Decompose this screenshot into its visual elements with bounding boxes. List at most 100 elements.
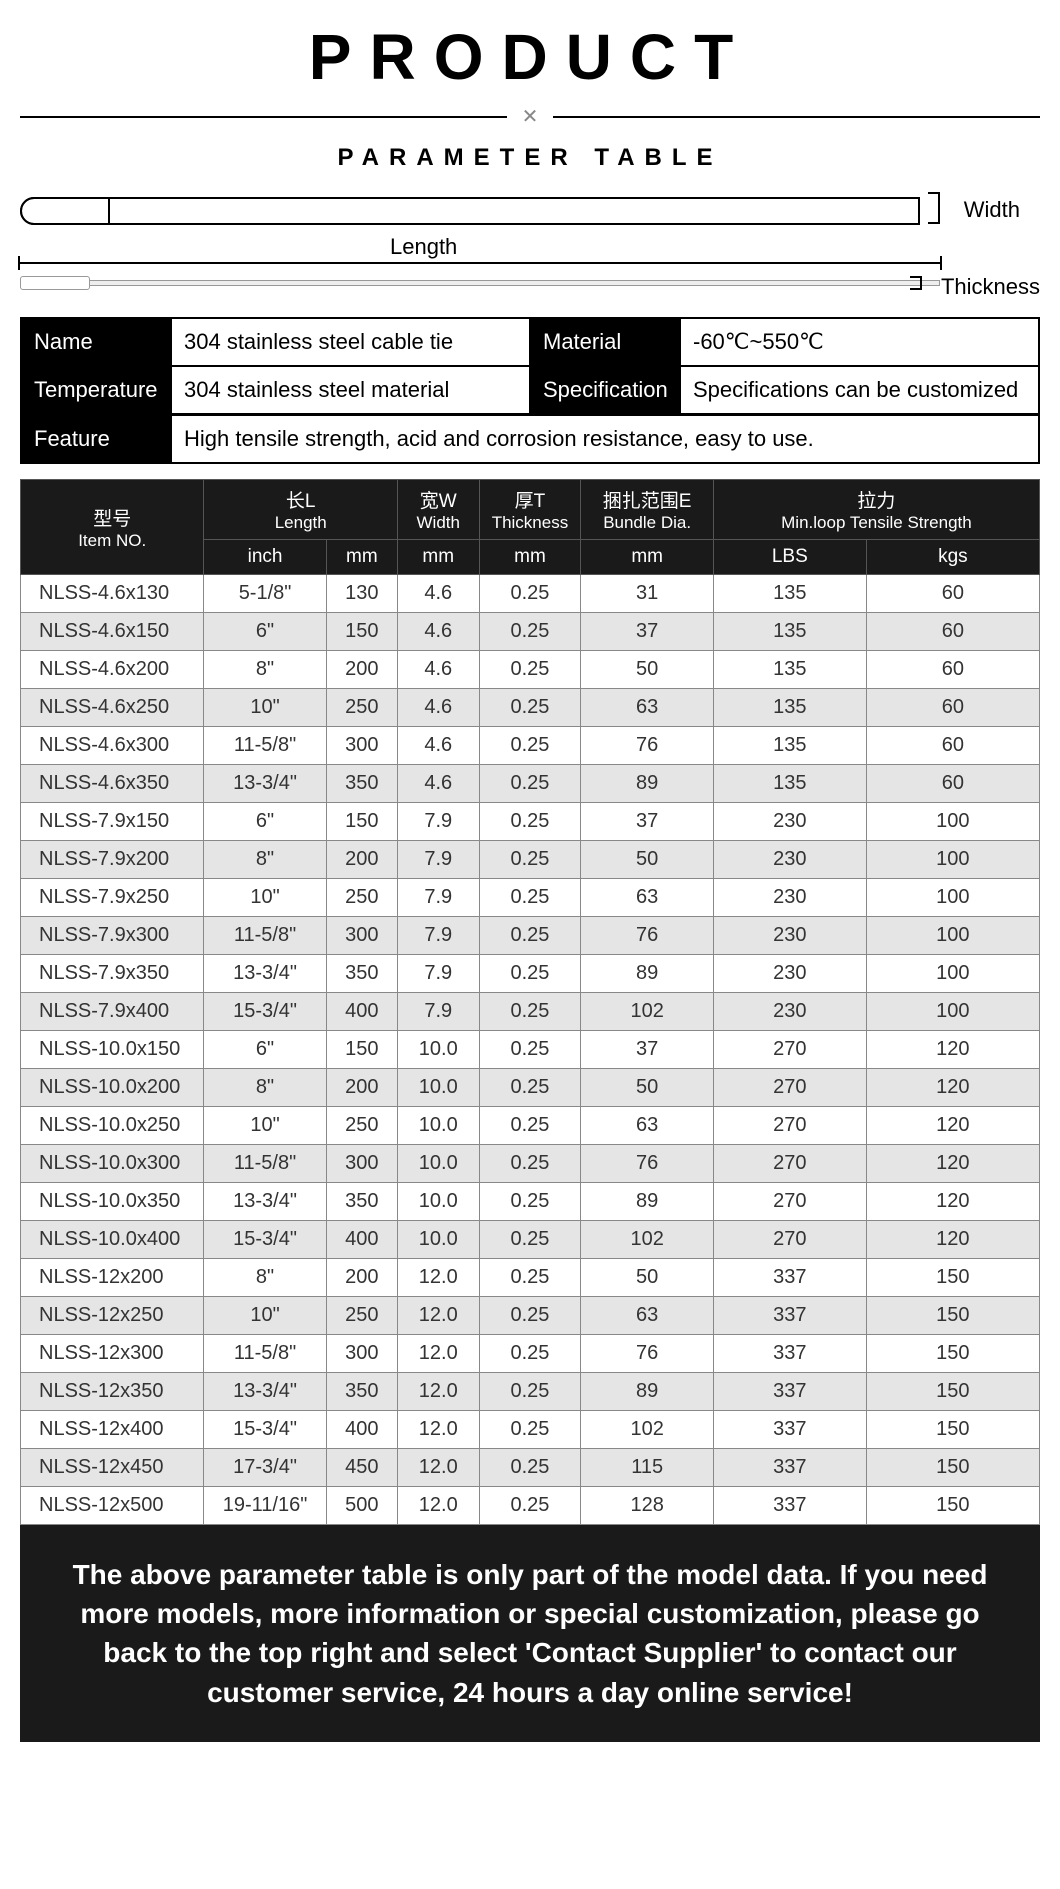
table-cell: 337 <box>713 1373 866 1411</box>
table-cell: NLSS-7.9x200 <box>21 841 204 879</box>
name-label: Name <box>21 318 171 366</box>
table-cell: 0.25 <box>479 917 581 955</box>
table-cell: 150 <box>866 1411 1039 1449</box>
table-cell: 11-5/8" <box>204 1335 326 1373</box>
table-cell: 230 <box>713 955 866 993</box>
table-cell: 15-3/4" <box>204 993 326 1031</box>
table-cell: 100 <box>866 879 1039 917</box>
table-cell: 0.25 <box>479 727 581 765</box>
table-cell: 76 <box>581 1145 713 1183</box>
table-cell: 60 <box>866 689 1039 727</box>
table-cell: 76 <box>581 1335 713 1373</box>
table-cell: 0.25 <box>479 993 581 1031</box>
unit-mm-t: mm <box>479 540 581 575</box>
table-cell: 115 <box>581 1449 713 1487</box>
table-cell: 128 <box>581 1487 713 1525</box>
table-row: NLSS-4.6x30011-5/8"3004.60.257613560 <box>21 727 1040 765</box>
table-cell: 300 <box>326 917 397 955</box>
material-label: Material <box>530 318 680 366</box>
table-row: NLSS-4.6x35013-3/4"3504.60.258913560 <box>21 765 1040 803</box>
table-cell: 8" <box>204 1069 326 1107</box>
table-cell: 135 <box>713 651 866 689</box>
table-cell: 337 <box>713 1487 866 1525</box>
table-cell: 63 <box>581 1297 713 1335</box>
table-cell: 10" <box>204 1107 326 1145</box>
table-row: NLSS-4.6x1305-1/8"1304.60.253113560 <box>21 575 1040 613</box>
table-cell: 19-11/16" <box>204 1487 326 1525</box>
table-cell: 120 <box>866 1031 1039 1069</box>
unit-inch: inch <box>204 540 326 575</box>
table-cell: 230 <box>713 917 866 955</box>
table-cell: 89 <box>581 955 713 993</box>
table-cell: 0.25 <box>479 651 581 689</box>
col-thickness: 厚TThickness <box>479 480 581 540</box>
table-cell: 12.0 <box>398 1449 480 1487</box>
table-row: NLSS-4.6x2008"2004.60.255013560 <box>21 651 1040 689</box>
table-cell: 13-3/4" <box>204 1183 326 1221</box>
table-cell: 89 <box>581 765 713 803</box>
table-cell: 13-3/4" <box>204 955 326 993</box>
table-cell: 350 <box>326 955 397 993</box>
table-cell: 0.25 <box>479 1031 581 1069</box>
table-cell: 120 <box>866 1145 1039 1183</box>
table-cell: 60 <box>866 765 1039 803</box>
table-cell: 60 <box>866 575 1039 613</box>
table-cell: 10.0 <box>398 1031 480 1069</box>
table-cell: 60 <box>866 651 1039 689</box>
table-cell: 11-5/8" <box>204 727 326 765</box>
table-cell: 50 <box>581 651 713 689</box>
table-row: NLSS-7.9x30011-5/8"3007.90.2576230100 <box>21 917 1040 955</box>
table-cell: NLSS-7.9x300 <box>21 917 204 955</box>
table-cell: 400 <box>326 1221 397 1259</box>
table-cell: 135 <box>713 575 866 613</box>
table-row: NLSS-12x2008"20012.00.2550337150 <box>21 1259 1040 1297</box>
table-cell: 350 <box>326 1183 397 1221</box>
table-cell: 10" <box>204 1297 326 1335</box>
table-cell: 10.0 <box>398 1145 480 1183</box>
table-cell: NLSS-4.6x350 <box>21 765 204 803</box>
table-cell: 350 <box>326 765 397 803</box>
table-cell: 100 <box>866 841 1039 879</box>
table-cell: NLSS-4.6x250 <box>21 689 204 727</box>
table-cell: 150 <box>866 1373 1039 1411</box>
table-cell: 12.0 <box>398 1335 480 1373</box>
table-cell: 8" <box>204 651 326 689</box>
table-cell: 337 <box>713 1411 866 1449</box>
thickness-label: Thickness <box>941 274 1040 300</box>
table-cell: NLSS-4.6x300 <box>21 727 204 765</box>
table-cell: 4.6 <box>398 689 480 727</box>
table-cell: 270 <box>713 1221 866 1259</box>
table-cell: 50 <box>581 1259 713 1297</box>
table-cell: NLSS-7.9x350 <box>21 955 204 993</box>
table-cell: 0.25 <box>479 1069 581 1107</box>
table-cell: NLSS-10.0x250 <box>21 1107 204 1145</box>
table-cell: 10.0 <box>398 1183 480 1221</box>
table-cell: 337 <box>713 1297 866 1335</box>
table-cell: NLSS-12x350 <box>21 1373 204 1411</box>
table-cell: 10" <box>204 879 326 917</box>
table-cell: 230 <box>713 803 866 841</box>
unit-kgs: kgs <box>866 540 1039 575</box>
table-cell: 50 <box>581 841 713 879</box>
table-cell: 15-3/4" <box>204 1221 326 1259</box>
table-cell: 0.25 <box>479 765 581 803</box>
specification-label: Specification <box>530 366 680 414</box>
footer-note: The above parameter table is only part o… <box>20 1525 1040 1742</box>
table-cell: 0.25 <box>479 879 581 917</box>
table-cell: 37 <box>581 613 713 651</box>
table-cell: 4.6 <box>398 613 480 651</box>
table-cell: 150 <box>866 1259 1039 1297</box>
table-cell: 450 <box>326 1449 397 1487</box>
table-cell: 12.0 <box>398 1297 480 1335</box>
table-cell: 0.25 <box>479 1335 581 1373</box>
table-cell: 230 <box>713 879 866 917</box>
table-cell: 63 <box>581 879 713 917</box>
table-cell: 200 <box>326 1259 397 1297</box>
table-cell: 0.25 <box>479 613 581 651</box>
unit-lbs: LBS <box>713 540 866 575</box>
table-row: NLSS-10.0x35013-3/4"35010.00.2589270120 <box>21 1183 1040 1221</box>
table-cell: 4.6 <box>398 727 480 765</box>
table-row: NLSS-10.0x1506"15010.00.2537270120 <box>21 1031 1040 1069</box>
table-cell: 100 <box>866 917 1039 955</box>
table-row: NLSS-7.9x40015-3/4"4007.90.25102230100 <box>21 993 1040 1031</box>
